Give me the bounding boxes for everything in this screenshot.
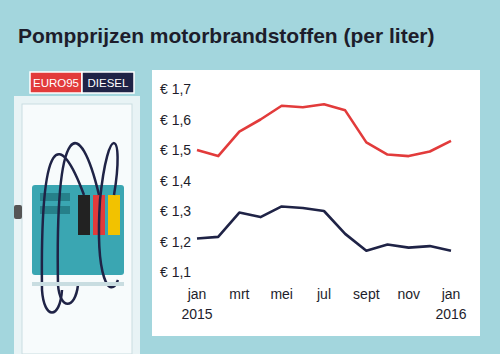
x-tick-label: mei xyxy=(270,286,293,302)
pump-base xyxy=(32,282,124,286)
legend-swatch xyxy=(82,72,134,93)
y-tick-label: € 1,3 xyxy=(160,203,191,219)
x-tick-label: jan2015 xyxy=(181,286,212,322)
pump-hose xyxy=(99,143,118,287)
series-group xyxy=(197,104,451,250)
pump-inner xyxy=(22,104,132,354)
x-tick-label: nov xyxy=(397,286,420,302)
x-tick-label: sept xyxy=(353,286,380,302)
y-tick-label: € 1,6 xyxy=(160,112,191,128)
y-tick-label: € 1,1 xyxy=(160,264,191,280)
pump-hose xyxy=(58,143,99,304)
pump-nozzle xyxy=(108,195,120,235)
pump-panel xyxy=(32,185,124,275)
legend-label: EURO95 xyxy=(33,77,79,89)
legend-swatch xyxy=(30,72,82,93)
chart: Pompprijzen motorbrandstoffen (per liter… xyxy=(0,0,500,354)
x-tick-label: mrt xyxy=(229,286,249,302)
title: Pompprijzen motorbrandstoffen (per liter… xyxy=(18,24,435,47)
legend-label: DIESEL xyxy=(88,77,130,89)
y-tick-label: € 1,2 xyxy=(160,234,191,250)
pump-handle xyxy=(14,205,22,219)
series-line xyxy=(197,104,451,156)
y-tick-label: € 1,7 xyxy=(160,81,191,97)
y-tick-label: € 1,5 xyxy=(160,142,191,158)
y-tick-label: € 1,4 xyxy=(160,173,191,189)
pump-nozzle xyxy=(78,195,90,235)
pump-illustration xyxy=(14,96,140,354)
pump-frame xyxy=(14,96,140,354)
plot-panel xyxy=(152,70,480,336)
background xyxy=(0,0,500,354)
x-tick-label: jul xyxy=(316,286,331,302)
x-tick-label: jan2016 xyxy=(435,286,466,322)
series-line xyxy=(197,206,451,250)
